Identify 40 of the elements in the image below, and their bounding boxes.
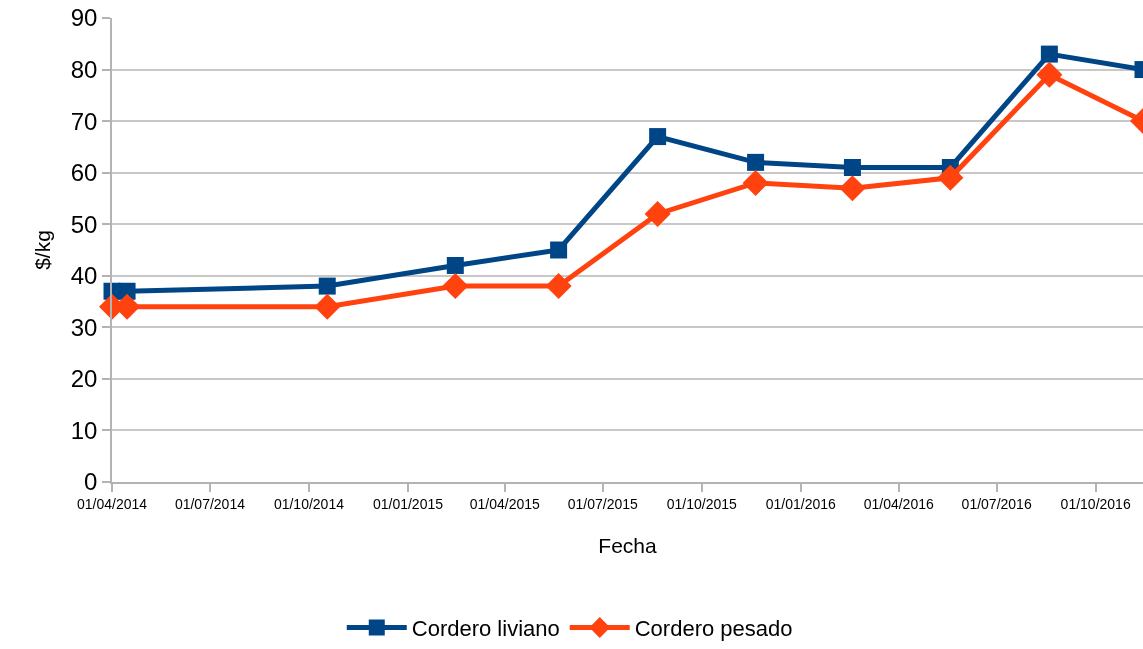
- point: [937, 164, 964, 191]
- y-tick-label: 60: [70, 159, 98, 187]
- y-tick-label: 80: [70, 55, 98, 83]
- point: [843, 159, 861, 177]
- y-tick-label: 50: [70, 210, 98, 238]
- y-tick-label: 90: [70, 4, 98, 32]
- y-axis-title: $/kg: [31, 230, 55, 270]
- x-tick-label: 01/07/2014: [174, 495, 246, 512]
- point: [839, 175, 866, 202]
- x-axis-title: Fecha: [598, 534, 657, 558]
- legend-label: Cordero pesado: [634, 616, 793, 642]
- point: [314, 293, 341, 320]
- point: [649, 128, 667, 146]
- y-tick-label: 0: [84, 468, 98, 496]
- y-tick-label: 30: [70, 313, 98, 341]
- y-tick-label: 20: [70, 365, 98, 393]
- point: [644, 200, 671, 227]
- x-tick-label: 01/04/2014: [76, 495, 148, 512]
- point: [747, 153, 765, 171]
- point: [550, 241, 568, 259]
- x-tick-label: 01/04/2016: [863, 495, 934, 512]
- x-tick-label: 01/01/2015: [372, 495, 444, 512]
- y-tick-label: 10: [70, 416, 98, 444]
- y-tick-label: 40: [70, 262, 98, 290]
- x-tick-label: 01/10/2015: [666, 495, 737, 512]
- x-tick-label: 01/07/2015: [567, 495, 638, 512]
- x-tick-label: 01/04/2015: [469, 495, 541, 512]
- point: [1040, 45, 1058, 63]
- point: [442, 273, 469, 300]
- x-tick-label: 01/01/2016: [765, 495, 837, 512]
- point: [446, 256, 464, 274]
- point: [742, 169, 769, 196]
- x-tick-label: 01/07/2016: [961, 495, 1032, 512]
- point: [1036, 61, 1063, 88]
- point: [318, 277, 336, 295]
- y-tick-label: 70: [70, 107, 98, 135]
- point: [545, 273, 572, 300]
- x-tick-label: 01/10/2014: [273, 495, 345, 512]
- x-tick-label: 01/10/2016: [1060, 495, 1131, 512]
- legend-label: Cordero liviano: [411, 616, 560, 642]
